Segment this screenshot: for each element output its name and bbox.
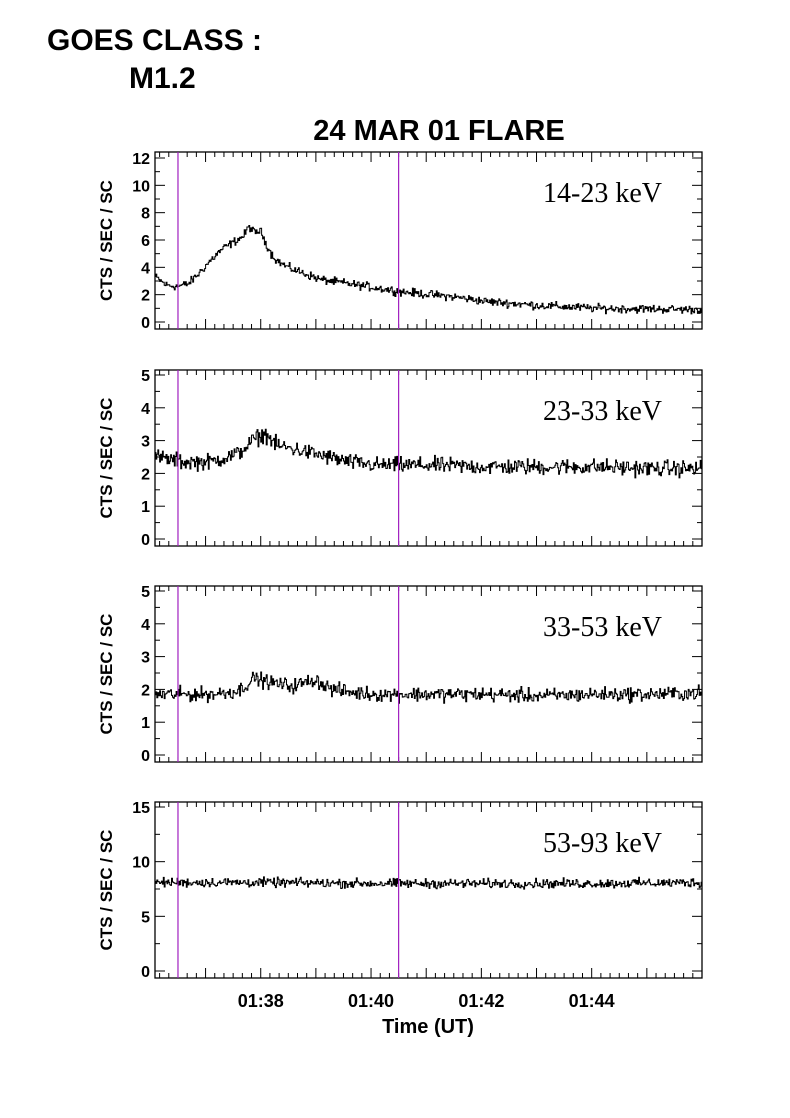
y-tick-label: 4 [141,401,150,418]
y-tick-label: 5 [141,909,150,926]
panel-frame [154,369,703,547]
y-tick-label: 3 [141,650,150,667]
y-tick-label: 5 [141,368,150,385]
y-tick-label: 8 [141,206,150,223]
y-tick-label: 3 [141,434,150,451]
energy-band-label: 53-93 keV [543,828,662,859]
y-tick-label: 4 [141,617,150,634]
chart-title: 24 MAR 01 FLARE [313,115,564,147]
panel-frame [154,801,703,979]
x-tick-label: 01:40 [348,991,394,1011]
x-axis-label: Time (UT) [382,1016,474,1038]
x-tick-label: 01:38 [238,991,284,1011]
count-rate-series [155,876,703,890]
y-tick-label: 5 [141,584,150,601]
y-tick-label: 6 [141,233,150,250]
y-axis-label: CTS / SEC / SC [97,180,116,301]
y-tick-label: 2 [141,288,150,305]
x-axis: 01:38 01:40 01:42 01:44 [238,991,615,1011]
y-tick-label: 4 [141,260,150,277]
x-tick-label: 01:44 [569,991,615,1011]
y-axis-label: CTS / SEC / SC [97,398,116,519]
energy-band-label: 23-33 keV [543,396,662,427]
count-rate-series [155,225,703,315]
panel-frame [154,585,703,763]
x-tick-label: 01:42 [458,991,504,1011]
y-tick-label: 0 [141,532,150,549]
count-rate-series [155,428,703,479]
y-tick-label: 10 [132,855,150,872]
y-tick-label: 0 [141,748,150,765]
y-tick-label: 2 [141,682,150,699]
y-tick-label: 1 [141,499,150,516]
panel-4: 0 5 10 15 CTS / SEC / SC 53-93 keV [97,800,703,981]
energy-band-label: 33-53 keV [543,612,662,643]
count-rate-series [155,671,703,704]
y-tick-label: 0 [141,964,150,981]
y-tick-label: 2 [141,466,150,483]
energy-band-label: 14-23 keV [543,178,662,209]
panel-2: 0 1 2 3 4 5 CTS / SEC / SC 23-33 keV [97,368,703,549]
y-tick-label: 12 [132,151,150,168]
panel-1: 0 2 4 6 8 10 12 CTS / SEC / SC 14-23 keV [97,151,703,332]
y-tick-label: 10 [132,178,150,195]
y-tick-label: 0 [141,315,150,332]
panel-3: 0 1 2 3 4 5 CTS / SEC / SC 33-53 keV [97,584,703,765]
y-tick-label: 15 [132,800,150,817]
goes-class-value: M1.2 [129,62,196,95]
goes-class-label: GOES CLASS : [47,24,263,57]
y-tick-label: 1 [141,715,150,732]
y-axis-label: CTS / SEC / SC [97,614,116,735]
y-axis-label: CTS / SEC / SC [97,830,116,951]
